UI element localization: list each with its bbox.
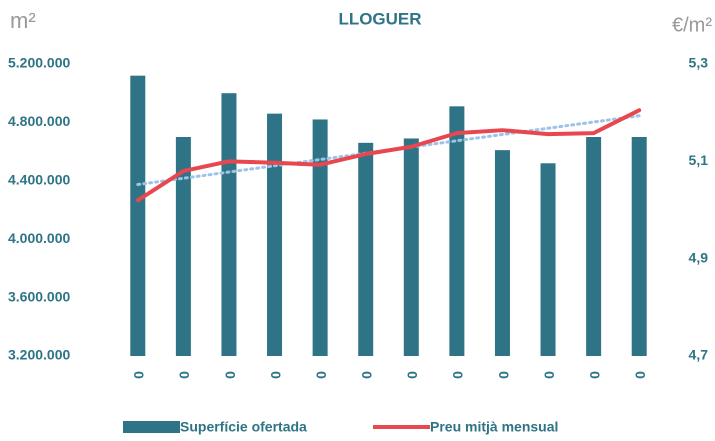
x-tick-label: 0 — [131, 371, 147, 379]
x-tick-label: 0 — [587, 371, 603, 379]
legend-label: Preu mitjà mensual — [430, 419, 558, 435]
y-axis-unit: m² — [10, 8, 36, 33]
legend-label: Superfície ofertada — [180, 419, 307, 435]
bar — [175, 137, 191, 356]
chart-title: LLOGUER — [338, 9, 421, 28]
bar — [221, 93, 237, 356]
x-tick-label: 0 — [222, 371, 238, 379]
bar — [494, 150, 510, 356]
bar — [631, 137, 647, 356]
y-tick-label: 4.000.000 — [8, 230, 70, 246]
bar — [312, 119, 328, 356]
bar — [586, 137, 602, 356]
bar — [267, 113, 283, 356]
x-tick-label: 0 — [313, 371, 329, 379]
y-tick-label: 4.400.000 — [8, 172, 70, 188]
y2-tick-label: 4,9 — [689, 249, 709, 265]
x-tick-label: 0 — [633, 371, 649, 379]
y2-tick-label: 4,7 — [689, 347, 709, 363]
line-series — [135, 108, 642, 203]
bar — [130, 75, 146, 357]
y-tick-label: 5.200.000 — [8, 55, 70, 71]
y2-tick-label: 5,3 — [689, 55, 709, 71]
bar — [540, 163, 556, 356]
x-tick-label: 0 — [496, 371, 512, 379]
x-tick-label: 0 — [359, 371, 375, 379]
y-tick-label: 3.600.000 — [8, 288, 70, 304]
y2-axis-unit: €/m² — [672, 14, 712, 36]
x-tick-label: 0 — [177, 371, 193, 379]
bar — [358, 142, 374, 356]
x-tick-label: 0 — [541, 371, 557, 379]
bar — [449, 106, 465, 356]
y-tick-label: 4.800.000 — [8, 113, 70, 129]
x-tick-label: 0 — [450, 371, 466, 379]
y-tick-label: 3.200.000 — [8, 347, 70, 363]
y2-tick-label: 5,1 — [689, 152, 709, 168]
bar — [403, 138, 419, 356]
legend-swatch — [123, 421, 180, 433]
x-tick-label: 0 — [268, 371, 284, 379]
x-tick-label: 0 — [405, 371, 421, 379]
